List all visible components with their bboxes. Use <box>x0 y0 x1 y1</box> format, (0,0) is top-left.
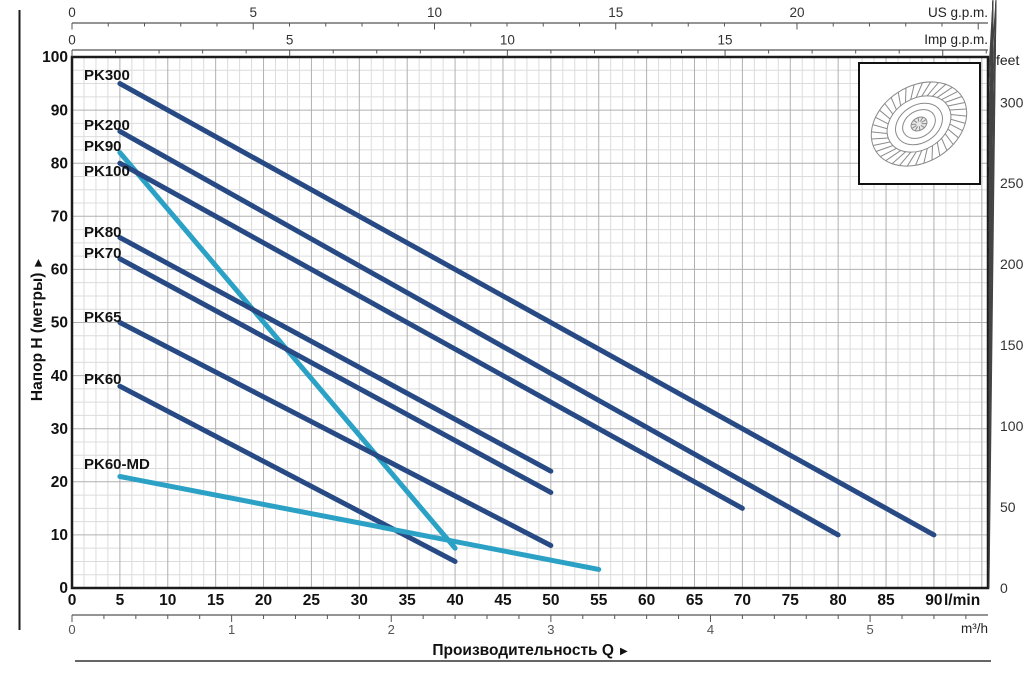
head-tick: 50 <box>51 315 68 332</box>
lmin-tick: 90 <box>925 592 942 609</box>
lmin-tick: 55 <box>590 592 608 609</box>
x-axis-title-text: Производительность Q <box>432 642 614 659</box>
x-axis-title: Производительность Q ▶ <box>72 642 988 660</box>
curve-pk80 <box>117 235 554 474</box>
lmin-tick: 75 <box>782 592 800 609</box>
lmin-tick: 60 <box>638 592 655 609</box>
us-gpm-axis-tick: 15 <box>608 5 623 20</box>
lmin-tick: 45 <box>494 592 512 609</box>
curve-label-pk80: PK80 <box>84 224 122 241</box>
head-tick: 60 <box>51 262 68 279</box>
lmin-tick: 10 <box>159 592 176 609</box>
lmin-tick: 85 <box>877 592 895 609</box>
imp-gpm-axis-tick: 15 <box>718 33 733 48</box>
imp-gpm-axis-label: Imp g.p.m. <box>924 32 988 47</box>
us-gpm-axis-tick: 20 <box>789 5 804 20</box>
curve-pk70 <box>117 256 554 495</box>
feet-tick: 300 <box>1000 94 1024 110</box>
m3h-axis: 0 1 2 3 4 5 <box>68 614 988 637</box>
up-arrow-icon: ▶ <box>33 258 44 267</box>
imp-gpm-axis-tick: 5 <box>286 33 294 48</box>
y-axis-title: Напор H (метры) ▶ <box>29 259 47 401</box>
m3h-tick: 4 <box>707 622 714 637</box>
m3h-tick: 5 <box>866 622 873 637</box>
lmin-tick: 30 <box>351 592 368 609</box>
head-tick: 30 <box>51 421 68 438</box>
us-gpm-axis: 0 5 10 15 20 <box>68 5 988 30</box>
impeller-inset <box>858 62 981 185</box>
m3h-tick: 0 <box>68 622 75 637</box>
right-arrow-icon: ▶ <box>619 646 628 657</box>
feet-tick: 150 <box>1000 337 1024 353</box>
imp-gpm-axis-tick: 10 <box>500 33 515 48</box>
feet-axis-label: feet <box>996 52 1020 68</box>
curve-pk60-md <box>117 473 602 572</box>
m3h-tick: 2 <box>388 622 395 637</box>
head-tick: 90 <box>51 102 68 119</box>
plot-border <box>70 55 990 590</box>
head-tick: 70 <box>51 209 68 226</box>
curve-label-pk60: PK60 <box>84 371 122 388</box>
curve-label-pk100: PK100 <box>84 163 130 180</box>
curve-label-pk300: PK300 <box>84 67 130 84</box>
feet-tick: 0 <box>1000 580 1008 596</box>
head-tick: 100 <box>42 49 68 66</box>
curve-pk65 <box>117 320 554 549</box>
curve-pk300 <box>117 81 937 538</box>
y-axis-title-text: Напор H (метры) <box>29 272 46 402</box>
lmin-tick: 65 <box>686 592 704 609</box>
curve-label-pk70: PK70 <box>84 245 122 262</box>
m3h-tick: 1 <box>228 622 235 637</box>
impeller-icon <box>870 81 968 167</box>
lmin-tick: 40 <box>446 592 463 609</box>
us-gpm-axis-tick: 10 <box>427 5 442 20</box>
lmin-tick: 80 <box>830 592 847 609</box>
curve-label-pk90: PK90 <box>84 138 122 155</box>
head-tick: 20 <box>51 474 68 491</box>
head-tick: 0 <box>59 580 68 597</box>
us-gpm-axis-label: US g.p.m. <box>927 5 988 20</box>
lmin-tick: 20 <box>255 592 272 609</box>
curve-pk100 <box>117 160 745 511</box>
feet-tick: 200 <box>1000 256 1024 272</box>
lmin-axis-label: l/min <box>944 592 981 609</box>
us-gpm-axis-tick: 0 <box>68 5 76 20</box>
head-tick: 10 <box>51 527 68 544</box>
curve-pk200 <box>117 128 841 538</box>
lmin-tick: 70 <box>734 592 751 609</box>
lmin-axis: 0 5 10 15 20 25 30 35 40 45 50 55 60 65 70 75 80 85 90 <box>68 592 943 609</box>
m3h-axis-label: m³/h <box>961 621 988 636</box>
feet-tick: 50 <box>1000 499 1016 515</box>
lmin-tick: 25 <box>303 592 321 609</box>
head-tick: 40 <box>51 368 68 385</box>
m3h-tick: 3 <box>547 622 554 637</box>
head-tick: 80 <box>51 155 68 172</box>
curve-label-pk60md: PK60-MD <box>84 456 150 473</box>
us-gpm-axis-tick: 5 <box>249 5 257 20</box>
curve-label-pk65: PK65 <box>84 309 122 326</box>
curve-label-pk200: PK200 <box>84 117 130 134</box>
feet-tick: 250 <box>1000 175 1024 191</box>
lmin-tick: 15 <box>207 592 225 609</box>
lmin-tick: 35 <box>399 592 417 609</box>
imp-gpm-axis-tick: 0 <box>68 33 76 48</box>
lmin-tick: 0 <box>68 592 77 609</box>
feet-tick: 100 <box>1000 418 1024 434</box>
imp-gpm-axis: 0 5 10 15 <box>68 33 988 57</box>
lmin-tick: 5 <box>116 592 125 609</box>
lmin-tick: 50 <box>542 592 559 609</box>
feet-axis: 300 250 200 150 100 50 0 <box>988 0 1024 596</box>
pump-curves <box>117 81 937 572</box>
